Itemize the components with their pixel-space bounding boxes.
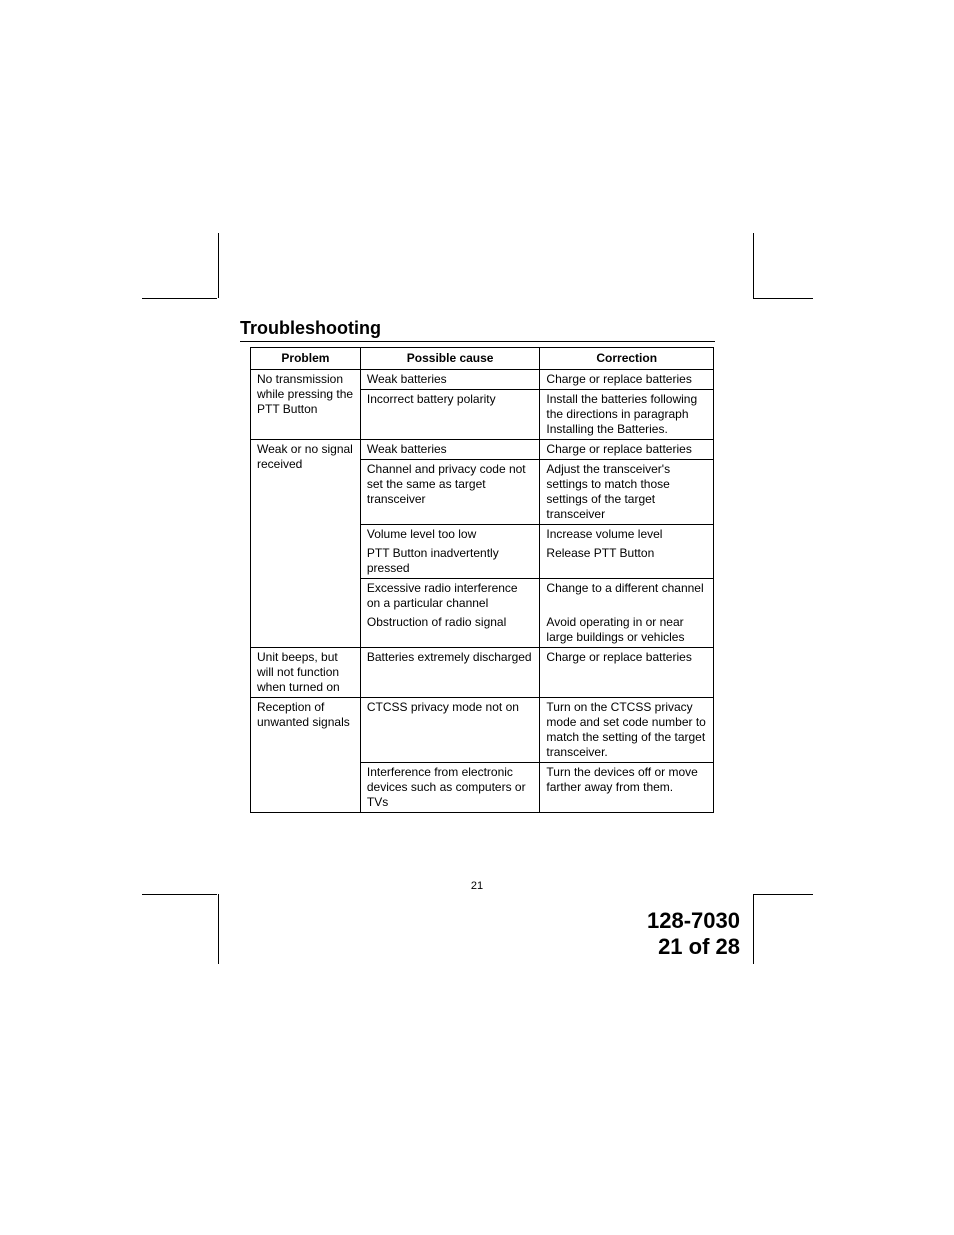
cell-cause: Excessive radio interference on a partic…	[360, 579, 540, 614]
cell-problem: Reception of unwanted signals	[251, 698, 361, 813]
cell-cause: Interference from electronic devices suc…	[360, 763, 540, 813]
crop-marks-bottom	[0, 894, 954, 974]
troubleshooting-table: Problem Possible cause Correction No tra…	[250, 347, 714, 813]
cell-cause: Incorrect battery polarity	[360, 390, 540, 440]
table-row: Unit beeps, but will not function when t…	[251, 648, 714, 698]
doc-number: 128-7030	[540, 908, 740, 934]
cell-problem: No transmission while pressing the PTT B…	[251, 370, 361, 440]
table-row: Weak or no signal received Weak batterie…	[251, 440, 714, 460]
cell-cause: Weak batteries	[360, 440, 540, 460]
cell-correction: Turn on the CTCSS privacy mode and set c…	[540, 698, 714, 763]
cell-cause: Obstruction of radio signal	[360, 613, 540, 648]
cell-problem: Unit beeps, but will not function when t…	[251, 648, 361, 698]
cell-problem: Weak or no signal received	[251, 440, 361, 648]
cell-cause: Batteries extremely discharged	[360, 648, 540, 698]
header-correction: Correction	[540, 348, 714, 370]
table-row: Reception of unwanted signals CTCSS priv…	[251, 698, 714, 763]
cell-correction: Charge or replace batteries	[540, 648, 714, 698]
cell-correction: Adjust the transceiver's settings to mat…	[540, 460, 714, 525]
footer-info: 128-7030 21 of 28	[540, 908, 740, 961]
cell-cause: Weak batteries	[360, 370, 540, 390]
cell-cause: Volume level too low	[360, 525, 540, 545]
page-of: 21 of 28	[540, 934, 740, 960]
cell-cause: CTCSS privacy mode not on	[360, 698, 540, 763]
header-problem: Problem	[251, 348, 361, 370]
table-header-row: Problem Possible cause Correction	[251, 348, 714, 370]
cell-cause: PTT Button inadvertently pressed	[360, 544, 540, 579]
header-cause: Possible cause	[360, 348, 540, 370]
page-number: 21	[0, 880, 954, 892]
cell-correction: Increase volume level	[540, 525, 714, 545]
cell-correction: Charge or replace batteries	[540, 440, 714, 460]
page-title: Troubleshooting	[240, 318, 715, 342]
cell-correction: Release PTT Button	[540, 544, 714, 579]
table-row: No transmission while pressing the PTT B…	[251, 370, 714, 390]
cell-correction: Turn the devices off or move farther awa…	[540, 763, 714, 813]
crop-marks-top	[0, 233, 954, 303]
page-content: Troubleshooting Problem Possible cause C…	[240, 318, 715, 813]
cell-cause: Channel and privacy code not set the sam…	[360, 460, 540, 525]
cell-correction: Change to a different channel	[540, 579, 714, 614]
cell-correction: Install the batteries following the dire…	[540, 390, 714, 440]
cell-correction: Avoid operating in or near large buildin…	[540, 613, 714, 648]
cell-correction: Charge or replace batteries	[540, 370, 714, 390]
